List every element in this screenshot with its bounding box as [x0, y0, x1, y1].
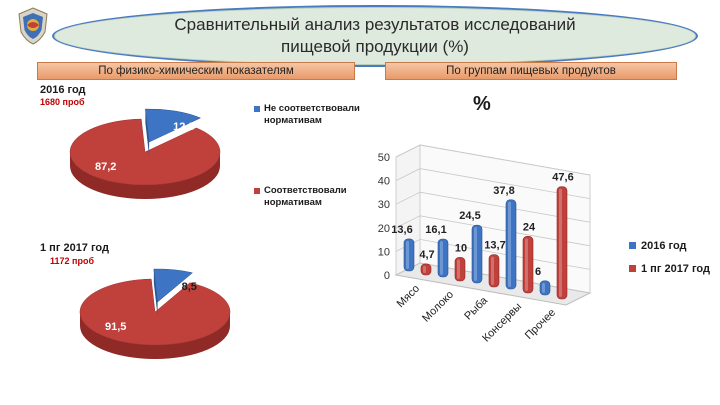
bar-2016 — [505, 199, 517, 290]
bar-data-label: 13,7 — [484, 240, 505, 252]
pie1-subtitle: 1680 проб — [40, 97, 85, 107]
legend-swatch-red — [254, 188, 260, 194]
pie-label-compliant: 91,5 — [105, 321, 126, 333]
bar-data-label: 16,1 — [425, 224, 446, 236]
bar-2016 — [539, 280, 551, 296]
legend-text-1a: Не соответствовали — [264, 103, 360, 114]
legend-text-2b: нормативам — [264, 197, 322, 208]
pie-charts: 12,8 87,2 8,5 91,5 — [69, 108, 231, 359]
bar-data-label: 6 — [535, 266, 541, 278]
grid-line — [395, 215, 591, 247]
legend-swatch-blue — [254, 106, 260, 112]
bar-highlight — [406, 240, 409, 269]
bar-2017 — [420, 263, 432, 276]
pie-slice-side-compliant — [80, 312, 230, 359]
pie-slice-not-compliant — [153, 268, 194, 303]
bar-2017 — [454, 257, 466, 282]
y-tick-label: 30 — [378, 199, 390, 211]
grid-line — [395, 144, 591, 176]
banner-physico-chemical: По физико-химическим показателям — [37, 62, 355, 80]
bar-2017 — [556, 186, 568, 300]
legend-label-2017: 1 пг 2017 год — [641, 263, 710, 275]
bar-data-label: 13,6 — [391, 224, 412, 236]
bar-highlight — [508, 201, 511, 287]
pie-slice-side-not-compliant — [145, 109, 150, 156]
bar-2017 — [488, 254, 500, 288]
bar-data-label: 4,7 — [419, 249, 434, 261]
pie1-title: 2016 год — [40, 84, 86, 96]
bar-chart: 0 10 20 30 40 50 13,6 4,7 Мясо 16,1 10 Молоко 24,5 13… — [378, 144, 592, 345]
pie-slice-side-not-compliant — [153, 269, 158, 316]
bar-2016 — [403, 238, 415, 272]
bar-highlight — [525, 238, 528, 291]
bar-data-label: 47,6 — [552, 172, 573, 184]
pie-slice-not-compliant — [145, 108, 202, 143]
bar-data-label: 10 — [455, 242, 467, 254]
x-category-label: Рыба — [462, 294, 490, 322]
bar-chart-title: % — [473, 93, 491, 115]
pie-slice-side-compliant — [70, 152, 220, 199]
bar-highlight — [474, 227, 477, 281]
legend-item-compliant: Соответствовали нормативам — [254, 185, 347, 209]
legend-swatch-2016 — [629, 242, 636, 249]
bar-2016 — [471, 224, 483, 284]
legend-text-1b: нормативам — [264, 115, 322, 126]
pie-label-not-compliant: 12,8 — [173, 121, 194, 133]
bar-data-label: 24,5 — [459, 210, 480, 222]
x-category-label: Мясо — [395, 283, 422, 310]
legend-text-2a: Соответствовали — [264, 185, 347, 196]
pie-label-compliant: 87,2 — [95, 161, 116, 173]
y-tick-label: 10 — [378, 246, 390, 258]
bar-highlight — [559, 188, 562, 297]
bar-2017 — [522, 236, 534, 294]
y-tick-label: 0 — [384, 270, 390, 282]
y-tick-label: 50 — [378, 152, 390, 164]
bar-highlight — [440, 241, 443, 275]
page-title: Сравнительный анализ результатов исследо… — [52, 5, 698, 67]
bar-highlight — [423, 265, 426, 273]
bar-data-label: 24 — [523, 221, 536, 233]
pie2-title: 1 пг 2017 год — [40, 242, 109, 254]
x-category-label: Консервы — [480, 301, 524, 345]
pie2-subtitle: 1172 проб — [50, 256, 95, 266]
grid-line — [395, 262, 591, 294]
x-category-label: Молоко — [420, 289, 456, 325]
bar-highlight — [542, 282, 545, 293]
x-category-label: Прочее — [523, 307, 558, 342]
title-line-2: пищевой продукции (%) — [281, 37, 469, 56]
legend-swatch-2017 — [629, 265, 636, 272]
legend-label-2016: 2016 год — [641, 240, 687, 252]
y-tick-label: 40 — [378, 176, 390, 188]
legend-item-2016: 2016 год — [629, 240, 687, 252]
pie-label-not-compliant: 8,5 — [182, 281, 197, 293]
bar-highlight — [457, 259, 460, 279]
bar-data-label: 37,8 — [493, 185, 514, 197]
bar-2016 — [437, 238, 449, 278]
bar-highlight — [491, 256, 494, 285]
y-tick-label: 20 — [378, 223, 390, 235]
emblem-icon — [18, 7, 48, 45]
grid-line — [395, 168, 591, 199]
pie-slice-compliant — [69, 118, 221, 186]
legend-item-2017: 1 пг 2017 год — [629, 263, 710, 275]
banner-food-groups: По группам пищевых продуктов — [385, 62, 677, 80]
title-line-1: Сравнительный анализ результатов исследо… — [174, 15, 576, 34]
legend-item-not-compliant: Не соответствовали нормативам — [254, 103, 360, 127]
pie-slice-compliant — [79, 278, 231, 346]
grid-line — [395, 191, 591, 223]
